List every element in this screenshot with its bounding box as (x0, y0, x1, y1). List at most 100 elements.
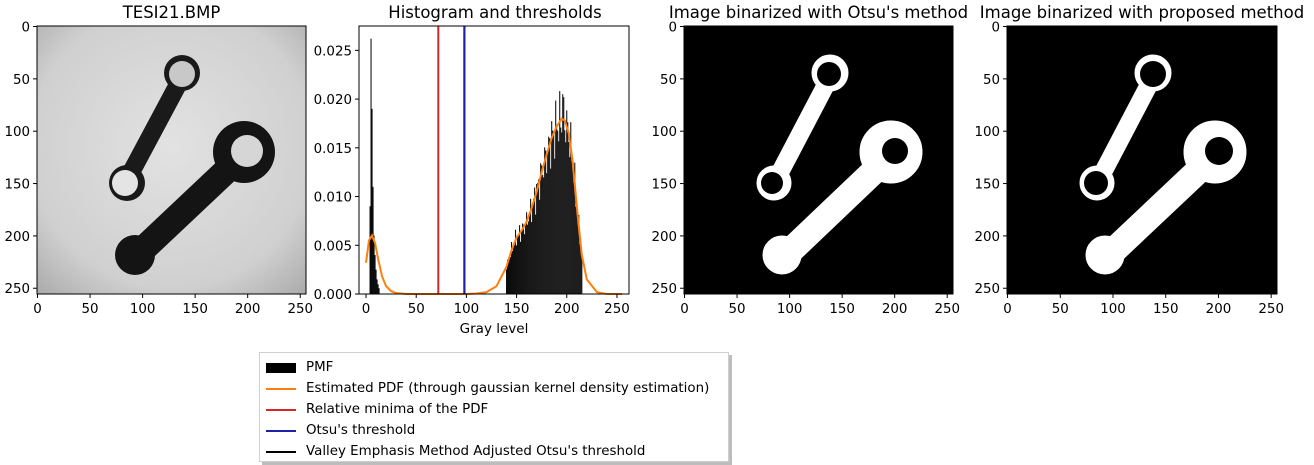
ytick-label: 50 (983, 73, 1000, 88)
pmf-bar (509, 259, 511, 294)
pmf-bar (532, 203, 534, 294)
legend-swatch-pmf (266, 362, 296, 373)
pmf-bar (572, 168, 574, 294)
pmf-bar (562, 94, 564, 294)
pmf-bar (551, 121, 553, 295)
xtick-label: 200 (235, 302, 261, 317)
pmf-bar (539, 199, 541, 294)
pmf-bar (369, 206, 371, 294)
pmf-bar (558, 141, 560, 294)
pmf-bar (561, 132, 563, 294)
ytick-label: 200 (974, 230, 1000, 245)
ytick-label: 100 (4, 125, 30, 140)
histogram-xlabel: Gray level (460, 321, 529, 337)
pmf-bar (553, 131, 555, 294)
panel-title-original: TESI21.BMP (122, 3, 221, 22)
pmf-bar (576, 209, 578, 294)
legend-swatch-minima (266, 409, 296, 411)
xtick-label: 50 (729, 302, 746, 317)
pmf-bar (531, 222, 533, 294)
pmf-bar (567, 122, 569, 294)
pmf-bar (581, 252, 583, 294)
panel-original-image: TESI21.BMP 0 50 100 150 200 25005010015020025… (4, 3, 313, 317)
ytick-label: 50 (13, 73, 30, 88)
pmf-bar (520, 241, 522, 294)
pmf-bar (559, 91, 561, 294)
legend-label-minima: Relative minima of the PDF (306, 402, 489, 417)
pmf-bar (515, 229, 517, 294)
xtick-label: 0 (362, 302, 371, 317)
panel-title-proposed: Image binarized with proposed method (980, 3, 1304, 22)
xtick-label: 0 (1003, 302, 1012, 317)
pmf-bar (523, 224, 525, 294)
ytick-label: 0.015 (314, 142, 352, 157)
xtick-label: 50 (1052, 302, 1069, 317)
proposed-binary-image (1007, 26, 1277, 294)
pmf-bar (514, 244, 516, 294)
pmf-bar (556, 128, 558, 294)
legend-label-pdf: Estimated PDF (through gaussian kernel d… (306, 381, 710, 396)
pmf-bar (573, 182, 575, 294)
ytick-label: 200 (4, 230, 30, 245)
pmf-bar (371, 108, 373, 294)
pmf-bar (534, 187, 536, 294)
otsu-binary-image (684, 26, 953, 294)
pmf-bar (546, 173, 548, 294)
pmf-bar (580, 246, 582, 294)
xtick-label: 100 (777, 302, 803, 317)
pmf-bar (540, 163, 542, 294)
pmf-bar (549, 138, 551, 294)
ytick-label: 0.025 (314, 44, 352, 59)
pmf-bar (552, 130, 554, 294)
ytick-label: 50 (660, 73, 677, 88)
pmf-bar (528, 221, 530, 294)
pmf-bars (369, 38, 583, 295)
wrench-small (109, 55, 200, 201)
xtick-label: 0 (33, 302, 42, 317)
ytick-label: 150 (651, 178, 677, 193)
pmf-bar (376, 279, 378, 294)
pmf-bar (547, 149, 549, 294)
axes-frame-original (36, 25, 307, 295)
pmf-bar (560, 127, 562, 295)
pmf-bar (518, 233, 520, 294)
legend-label-otsu: Otsu's threshold (306, 423, 416, 438)
pmf-bar (533, 198, 535, 294)
ytick-label: 150 (974, 178, 1000, 193)
pmf-bar (525, 222, 527, 294)
pmf-bar (510, 257, 512, 294)
xtick-label: 200 (882, 302, 908, 317)
pmf-bar (542, 175, 544, 294)
original-image (37, 26, 306, 294)
pmf-bar (557, 130, 559, 294)
ytick-label: 100 (651, 125, 677, 140)
pmf-bar (571, 161, 573, 294)
xtick-label: 100 (130, 302, 156, 317)
axes-frame-proposed (1006, 25, 1278, 295)
xtick-label: 250 (934, 302, 960, 317)
legend: PMF Estimated PDF (through gaussian kern… (259, 352, 729, 462)
pmf-bar (535, 214, 537, 294)
wrench-large (115, 121, 275, 275)
pmf-bar (566, 110, 568, 294)
ytick-label: 0.005 (314, 239, 352, 254)
pmf-bar (377, 284, 379, 294)
pmf-bar (538, 179, 540, 294)
xtick-label: 250 (1258, 302, 1284, 317)
pmf-bar (522, 223, 524, 294)
pmf-bar (537, 182, 539, 294)
pmf-bar (530, 198, 532, 294)
pmf-bar (375, 269, 377, 294)
pmf-bar (563, 97, 565, 294)
pmf-bar (578, 214, 580, 294)
pmf-bar (524, 234, 526, 294)
xtick-label: 150 (504, 302, 530, 317)
pmf-bar (545, 150, 547, 294)
xtick-label: 150 (1153, 302, 1179, 317)
ytick-label: 0.010 (314, 191, 352, 206)
pmf-bar (574, 162, 576, 294)
panel-title-histogram: Histogram and thresholds (388, 3, 601, 22)
pmf-bar (506, 269, 508, 294)
panel-title-otsu: Image binarized with Otsu's method (669, 3, 968, 22)
